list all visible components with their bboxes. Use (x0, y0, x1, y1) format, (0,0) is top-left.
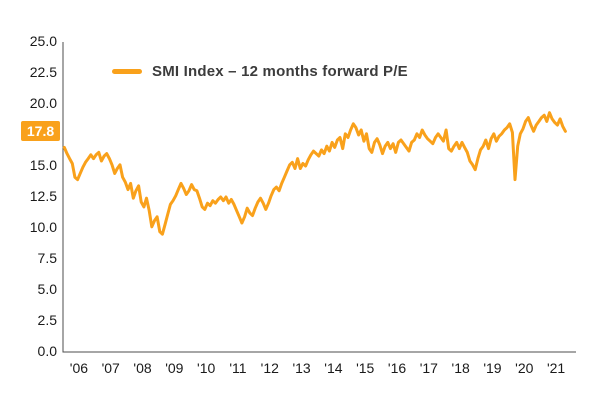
x-tick-label: '07 (101, 360, 120, 376)
x-tick-label: '08 (133, 360, 152, 376)
x-tick-label: '15 (356, 360, 375, 376)
current-value-badge: 17.8 (21, 121, 60, 142)
y-tick-label: 0.0 (37, 343, 57, 359)
y-tick-label: 12.5 (29, 188, 57, 204)
y-tick-label: 7.5 (37, 250, 57, 266)
x-tick-label: '20 (515, 360, 534, 376)
x-tick-label: '19 (483, 360, 502, 376)
y-tick-label: 15.0 (29, 157, 57, 173)
x-tick-label: '06 (69, 360, 89, 376)
y-tick-label: 5.0 (37, 281, 57, 297)
x-tick-label: '12 (260, 360, 279, 376)
chart-legend: SMI Index – 12 months forward P/E (112, 63, 408, 80)
y-tick-label: 20.0 (29, 95, 57, 111)
smi-index-line (62, 111, 567, 236)
axis-lines (62, 42, 576, 353)
x-tick-label: '11 (229, 360, 247, 376)
x-tick-label: '18 (451, 360, 470, 376)
y-tick-label: 25.0 (29, 33, 57, 49)
legend-line-swatch (112, 69, 142, 74)
x-tick-label: '09 (165, 360, 184, 376)
x-tick-label: '13 (292, 360, 311, 376)
legend-label: SMI Index – 12 months forward P/E (152, 63, 408, 80)
x-tick-label: '21 (546, 360, 566, 376)
y-tick-label: 22.5 (29, 64, 57, 80)
x-tick-label: '17 (419, 360, 438, 376)
y-tick-label: 2.5 (37, 312, 57, 328)
y-tick-label: 10.0 (29, 219, 57, 235)
x-tick-label: '16 (387, 360, 407, 376)
x-tick-label: '14 (324, 360, 343, 376)
x-tick-label: '10 (197, 360, 216, 376)
